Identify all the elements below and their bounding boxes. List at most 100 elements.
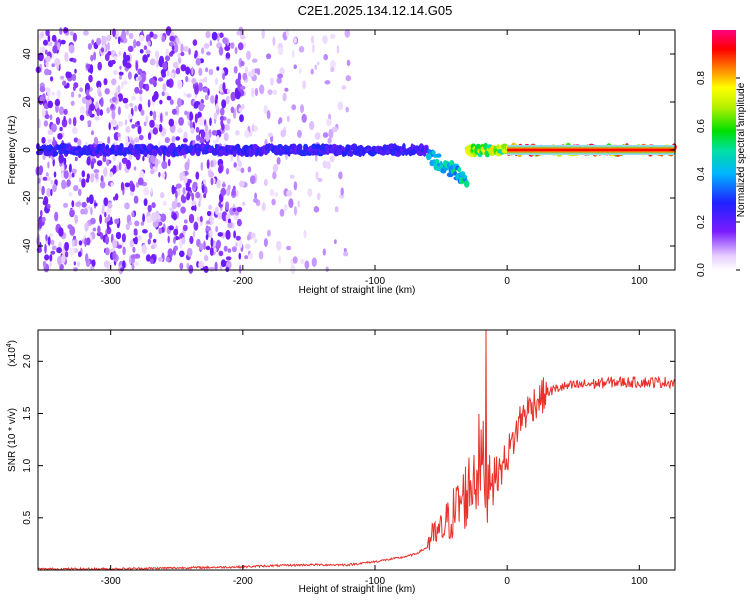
noise-blob xyxy=(136,120,140,125)
noise-blob xyxy=(330,66,335,73)
noise-blob xyxy=(71,73,77,82)
noise-blob xyxy=(114,92,118,97)
noise-blob xyxy=(267,229,271,237)
noise-blob xyxy=(235,130,240,136)
noise-blob xyxy=(140,109,145,116)
noise-blob xyxy=(93,169,100,174)
noise-blob xyxy=(165,111,168,116)
noise-blob xyxy=(267,89,273,95)
noise-blob xyxy=(186,247,193,257)
noise-blob xyxy=(142,155,145,162)
noise-blob xyxy=(70,91,75,98)
noise-blob xyxy=(220,259,227,268)
noise-blob xyxy=(300,258,305,264)
noise-blob xyxy=(84,237,87,247)
noise-blob xyxy=(111,110,116,120)
noise-blob xyxy=(68,44,75,54)
noise-blob xyxy=(293,64,298,70)
noise-blob xyxy=(182,187,186,195)
noise-blob xyxy=(78,177,82,183)
noise-blob xyxy=(131,263,135,271)
noise-blob xyxy=(236,218,242,227)
noise-blob xyxy=(183,92,186,97)
noise-blob xyxy=(147,132,152,141)
noise-blob xyxy=(239,35,246,40)
noise-blob xyxy=(215,94,219,102)
noise-blob xyxy=(182,138,188,143)
noise-blob xyxy=(206,210,212,217)
noise-blob xyxy=(169,99,174,105)
noise-blob xyxy=(54,211,59,222)
noise-blob xyxy=(137,235,142,241)
noise-blob xyxy=(253,198,259,203)
noise-blob xyxy=(110,119,117,126)
noise-blob xyxy=(222,73,226,80)
noise-blob xyxy=(63,202,69,208)
noise-blob xyxy=(204,123,209,133)
snr-x-label: Height of straight line (km) xyxy=(299,584,416,595)
noise-blob xyxy=(235,78,241,86)
noise-blob xyxy=(165,55,170,62)
noise-blob xyxy=(145,49,151,55)
band-blob xyxy=(431,150,436,155)
noise-blob xyxy=(117,36,121,45)
noise-blob xyxy=(146,215,153,224)
noise-blob xyxy=(205,245,211,251)
noise-blob xyxy=(210,95,215,104)
noise-blob xyxy=(175,183,182,189)
noise-blob xyxy=(185,75,189,83)
noise-blob xyxy=(235,166,241,172)
noise-blob xyxy=(50,188,53,197)
noise-blob xyxy=(99,214,102,225)
spectrogram-y-ticks: -40 -20 0 20 40 xyxy=(22,48,675,253)
noise-blob xyxy=(57,256,63,266)
noise-blob xyxy=(100,232,104,240)
noise-blob xyxy=(224,45,231,52)
noise-blob xyxy=(301,113,307,123)
noise-blob xyxy=(227,248,232,253)
noise-blob xyxy=(127,113,133,120)
noise-blob xyxy=(131,95,136,101)
y-tick-label: 1.0 xyxy=(22,458,33,472)
noise-blob xyxy=(132,246,136,253)
noise-blob xyxy=(138,80,144,90)
noise-blob xyxy=(233,230,237,239)
noise-blob xyxy=(113,196,116,201)
noise-blob xyxy=(312,43,315,54)
noise-blob xyxy=(218,46,224,56)
noise-blob xyxy=(58,241,62,249)
noise-blob xyxy=(123,80,128,86)
noise-blob xyxy=(168,118,175,127)
noise-blob xyxy=(221,99,227,109)
noise-blob xyxy=(58,106,65,115)
noise-blob xyxy=(271,198,276,206)
noise-blob xyxy=(239,239,243,249)
noise-blob xyxy=(167,235,170,244)
noise-blob xyxy=(179,250,185,258)
noise-blob xyxy=(108,220,113,226)
noise-blob xyxy=(299,104,305,113)
noise-blob xyxy=(45,61,49,68)
noise-blob xyxy=(278,47,284,56)
noise-blob xyxy=(56,89,61,98)
noise-blob xyxy=(172,61,179,69)
noise-blob xyxy=(54,98,61,107)
noise-blob xyxy=(254,192,257,200)
noise-blob xyxy=(134,86,140,94)
noise-blob xyxy=(302,80,306,89)
noise-blob xyxy=(90,160,95,170)
noise-blob xyxy=(104,211,107,218)
noise-blob xyxy=(115,231,122,240)
noise-blob xyxy=(240,167,245,174)
noise-blob xyxy=(276,240,282,251)
noise-blob xyxy=(135,61,138,71)
noise-blob xyxy=(147,40,151,47)
noise-blob xyxy=(73,261,77,266)
noise-blob xyxy=(153,238,157,243)
noise-blob xyxy=(188,264,194,274)
noise-blob xyxy=(52,158,55,167)
noise-blob xyxy=(45,234,48,242)
noise-blob xyxy=(220,187,227,196)
noise-blob xyxy=(103,78,108,86)
noise-blob xyxy=(219,265,223,270)
